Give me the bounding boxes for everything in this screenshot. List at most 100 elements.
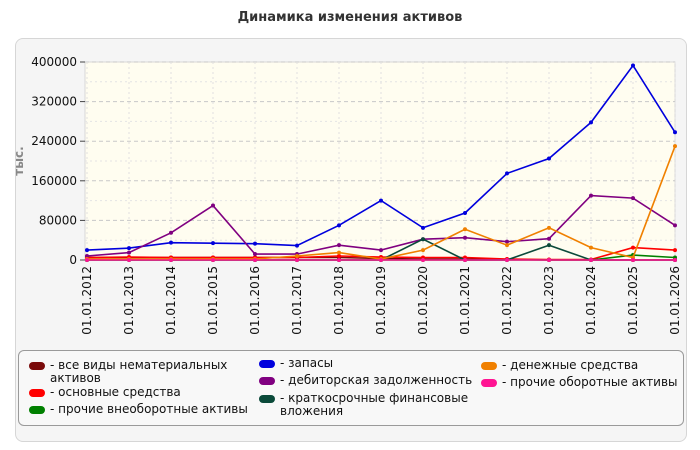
data-point <box>547 258 551 262</box>
legend-swatch <box>259 377 275 385</box>
data-point <box>589 193 593 198</box>
legend-item-receivables: - дебиторская задолженность <box>259 374 479 387</box>
legend-swatch <box>481 379 497 387</box>
legend-label: - дебиторская задолженность <box>280 373 473 387</box>
x-tick-label: 01.01.2022 <box>500 266 514 335</box>
data-point <box>589 258 593 262</box>
legend-item-other-current: - прочие оборотные активы <box>481 376 681 389</box>
legend: - все виды нематериальных активов - осно… <box>18 350 684 426</box>
data-point <box>631 245 635 250</box>
x-tick-label: 01.01.2016 <box>248 266 262 335</box>
legend-swatch <box>29 362 45 370</box>
x-tick-label: 01.01.2024 <box>584 266 598 335</box>
x-tick-label: 01.01.2020 <box>416 266 430 335</box>
x-tick-label: 01.01.2021 <box>458 266 472 335</box>
y-tick-label: 0 <box>69 253 77 267</box>
data-point <box>547 243 551 248</box>
data-point <box>505 171 509 176</box>
x-tick-label: 01.01.2026 <box>668 266 682 335</box>
data-point <box>631 258 635 262</box>
legend-swatch <box>29 389 45 397</box>
x-tick-label: 01.01.2017 <box>290 266 304 335</box>
legend-item-short-term-investments: - краткосрочные финансовые вложения <box>259 392 469 418</box>
y-tick-label: 320000 <box>31 95 77 109</box>
data-point <box>253 252 257 257</box>
y-tick-label: 240000 <box>31 134 77 148</box>
data-point <box>631 196 635 201</box>
y-tick-label: 160000 <box>31 174 77 188</box>
legend-swatch <box>259 395 275 403</box>
legend-label: - краткосрочные финансовые вложения <box>280 391 469 418</box>
data-point <box>169 258 173 262</box>
data-point <box>379 258 383 262</box>
data-point <box>505 258 509 262</box>
data-point <box>547 156 551 161</box>
data-point <box>673 144 677 149</box>
data-point <box>379 198 383 203</box>
x-tick-label: 01.01.2019 <box>374 266 388 335</box>
data-point <box>463 258 467 262</box>
data-point <box>337 223 341 228</box>
data-point <box>295 258 299 262</box>
legend-swatch <box>481 362 497 370</box>
data-point <box>85 258 89 262</box>
legend-label: - денежные средства <box>502 358 639 372</box>
legend-label: - прочие оборотные активы <box>502 375 678 389</box>
x-tick-label: 01.01.2014 <box>164 266 178 335</box>
data-point <box>463 235 467 240</box>
data-point <box>127 258 131 262</box>
data-point <box>295 254 299 259</box>
legend-label: - все виды нематериальных активов <box>50 358 228 385</box>
data-point <box>127 246 131 251</box>
data-point <box>253 241 257 246</box>
data-point <box>337 243 341 248</box>
data-point <box>337 254 341 259</box>
y-tick-label: 400000 <box>31 55 77 69</box>
data-point <box>337 250 341 255</box>
data-point <box>463 210 467 215</box>
data-point <box>673 258 677 262</box>
data-point <box>547 236 551 241</box>
data-point <box>589 245 593 250</box>
y-axis-label: тыс. <box>12 146 26 175</box>
data-point <box>631 63 635 68</box>
data-point <box>253 258 257 262</box>
legend-item-other-noncurrent: - прочие внеоборотные активы <box>29 403 269 416</box>
data-point <box>589 120 593 125</box>
data-point <box>421 258 425 262</box>
data-point <box>673 130 677 135</box>
chart-plot: 0 80000 160000 240000 320000 400000 01.01.201… <box>12 55 682 335</box>
data-point <box>211 203 215 208</box>
data-point <box>673 223 677 228</box>
data-point <box>127 250 131 255</box>
x-tick-label: 01.01.2018 <box>332 266 346 335</box>
x-tick-label: 01.01.2012 <box>80 266 94 335</box>
data-point <box>505 243 509 248</box>
data-point <box>211 258 215 262</box>
data-point <box>421 237 425 242</box>
data-point <box>85 254 89 259</box>
legend-item-cash: - денежные средства <box>481 359 681 372</box>
chart-title: Динамика изменения активов <box>237 10 463 25</box>
data-point <box>169 230 173 235</box>
y-tick-label: 80000 <box>39 213 77 227</box>
legend-label: - запасы <box>280 356 334 370</box>
legend-item-inventory: - запасы <box>259 357 469 370</box>
legend-item-fixed-assets: - основные средства <box>29 386 239 399</box>
legend-label: - прочие внеоборотные активы <box>50 402 248 416</box>
data-point <box>673 248 677 253</box>
data-point <box>463 227 467 232</box>
data-point <box>337 258 341 262</box>
data-point <box>379 248 383 253</box>
x-tick-label: 01.01.2013 <box>122 266 136 335</box>
x-tick-label: 01.01.2025 <box>626 266 640 335</box>
legend-swatch <box>259 360 275 368</box>
data-point <box>211 241 215 246</box>
legend-item-intangibles: - все виды нематериальных активов <box>29 359 239 385</box>
x-tick-label: 01.01.2023 <box>542 266 556 335</box>
data-point <box>547 225 551 230</box>
data-point <box>505 239 509 244</box>
data-point <box>295 243 299 248</box>
data-point <box>421 225 425 230</box>
legend-swatch <box>29 406 45 414</box>
